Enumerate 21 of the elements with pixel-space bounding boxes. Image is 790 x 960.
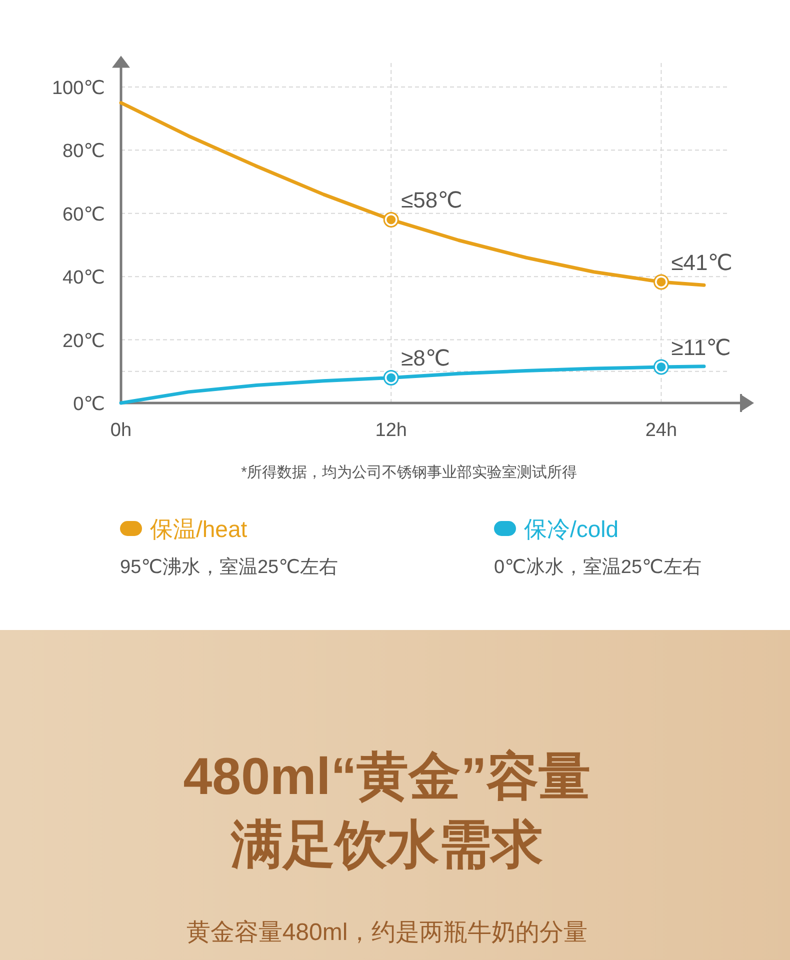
text: 满足饮水需求 [230, 816, 543, 874]
y-tick-label: 0℃ [73, 394, 105, 415]
x-tick-label: 24h [645, 420, 678, 441]
x-tick-label: 0h [110, 420, 132, 441]
data-label: ≥11℃ [671, 334, 731, 360]
text: *所得数据，均为公司不锈钢事业部实验室测试所得 [241, 464, 577, 481]
legend-label: 保冷/cold [524, 516, 619, 542]
x-tick-label: 12h [375, 420, 407, 441]
y-tick-label: 100℃ [52, 78, 105, 99]
legend-label: 保温/heat [150, 516, 248, 542]
text: 0℃冰水，室温25℃左右 [494, 556, 702, 578]
data-label: ≤41℃ [671, 250, 732, 275]
text: 480ml“黄金”容量 [183, 748, 591, 806]
y-tick-label: 80℃ [62, 141, 105, 162]
text: 95℃沸水，室温25℃左右 [120, 556, 338, 578]
y-tick-label: 60℃ [62, 204, 105, 226]
data-label: ≤58℃ [401, 188, 462, 213]
y-tick-label: 20℃ [62, 330, 105, 352]
y-tick-label: 40℃ [62, 268, 105, 289]
text: 黄金容量480ml，约是两瓶牛奶的分量 [186, 919, 588, 946]
data-label: ≥8℃ [401, 346, 450, 371]
